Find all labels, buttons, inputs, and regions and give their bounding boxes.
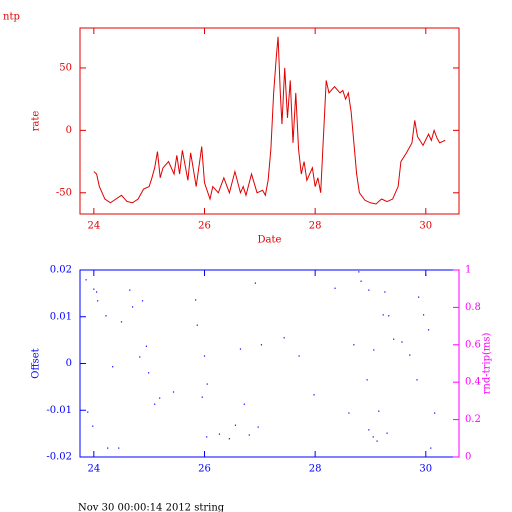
y-tick-label: -0.02 <box>46 452 72 463</box>
data-point <box>416 379 418 381</box>
y2-tick-label: 0 <box>465 452 471 463</box>
data-point <box>131 306 134 308</box>
data-point <box>107 447 109 449</box>
x-tick-label: 28 <box>309 221 322 232</box>
data-point <box>120 321 123 323</box>
data-point <box>87 411 89 413</box>
data-point <box>373 349 375 351</box>
x-axis-label: Date <box>258 235 282 246</box>
y-tick-label: 0 <box>66 358 72 369</box>
data-point <box>141 300 144 302</box>
data-point <box>154 403 156 405</box>
data-point <box>368 429 370 431</box>
data-point <box>418 296 420 298</box>
data-point <box>228 438 230 440</box>
y-tick-label: 0 <box>66 125 72 136</box>
data-point <box>358 271 360 273</box>
data-point <box>409 354 411 356</box>
data-point <box>376 440 378 442</box>
data-point <box>283 337 285 339</box>
data-point <box>97 300 99 302</box>
data-line <box>93 36 446 205</box>
data-point <box>254 282 256 284</box>
data-point <box>384 291 386 293</box>
data-point <box>93 288 95 290</box>
data-point <box>159 397 161 399</box>
y-tick-label: 0.02 <box>50 265 72 276</box>
data-point <box>203 355 206 357</box>
data-point <box>366 379 368 381</box>
data-point <box>239 348 242 350</box>
data-point <box>201 396 203 398</box>
data-point <box>196 324 198 326</box>
data-point <box>206 383 208 385</box>
data-point <box>139 356 141 358</box>
chart-title: ntp <box>3 12 20 23</box>
data-point <box>260 344 263 346</box>
data-point <box>195 299 197 301</box>
data-point <box>118 447 120 449</box>
y-tick-label: -0.01 <box>46 405 72 416</box>
data-point <box>129 289 131 291</box>
y2-tick-label: 0.6 <box>465 339 481 350</box>
data-point <box>92 425 94 427</box>
data-point <box>378 410 380 412</box>
data-point <box>257 426 259 428</box>
data-point <box>243 403 245 405</box>
data-point <box>430 447 432 449</box>
data-point <box>148 372 150 374</box>
data-point <box>393 338 395 340</box>
y2-tick-label: 1 <box>465 265 471 276</box>
x-tick-label: 30 <box>419 464 432 475</box>
y2-tick-label: 0.4 <box>465 377 481 388</box>
data-point <box>313 394 315 396</box>
y2-axis-label: rnd-trip(ms) <box>482 332 493 394</box>
y-tick-label: 0.01 <box>50 311 72 322</box>
data-point <box>85 279 87 281</box>
data-point <box>206 436 208 438</box>
plot-frame <box>79 27 460 215</box>
data-point <box>372 436 374 438</box>
data-point <box>334 287 336 289</box>
x-tick-label: 28 <box>309 464 322 475</box>
data-point <box>368 289 370 291</box>
data-point <box>386 432 388 434</box>
data-point <box>112 366 114 368</box>
x-tick-label: 24 <box>87 221 100 232</box>
data-point <box>427 329 430 331</box>
y-tick-label: -50 <box>56 187 72 198</box>
data-point <box>382 314 384 316</box>
data-point <box>105 315 107 317</box>
y-axis-label: Offset <box>31 348 42 378</box>
data-point <box>422 314 425 316</box>
data-point <box>172 391 175 393</box>
data-point <box>218 433 221 435</box>
data-point <box>388 315 390 317</box>
data-point <box>360 280 362 282</box>
x-tick-label: 26 <box>198 464 211 475</box>
data-point <box>425 274 427 276</box>
data-point <box>145 345 147 347</box>
data-point <box>298 355 300 357</box>
data-point <box>234 424 237 426</box>
data-point <box>95 291 98 293</box>
y2-tick-label: 0.2 <box>465 414 481 425</box>
x-tick-label: 26 <box>198 221 211 232</box>
footer: Nov 30 00:00:14 2012 string <box>78 503 225 512</box>
data-point <box>248 434 250 436</box>
x-tick-label: 24 <box>87 464 100 475</box>
y2-tick-label: 0.8 <box>465 302 481 313</box>
data-point <box>434 412 436 414</box>
data-point <box>401 341 403 343</box>
y-axis-label: rate <box>31 111 42 132</box>
data-point <box>353 344 355 346</box>
y-tick-label: 50 <box>59 62 72 73</box>
x-tick-label: 30 <box>419 221 432 232</box>
data-point <box>348 412 350 414</box>
